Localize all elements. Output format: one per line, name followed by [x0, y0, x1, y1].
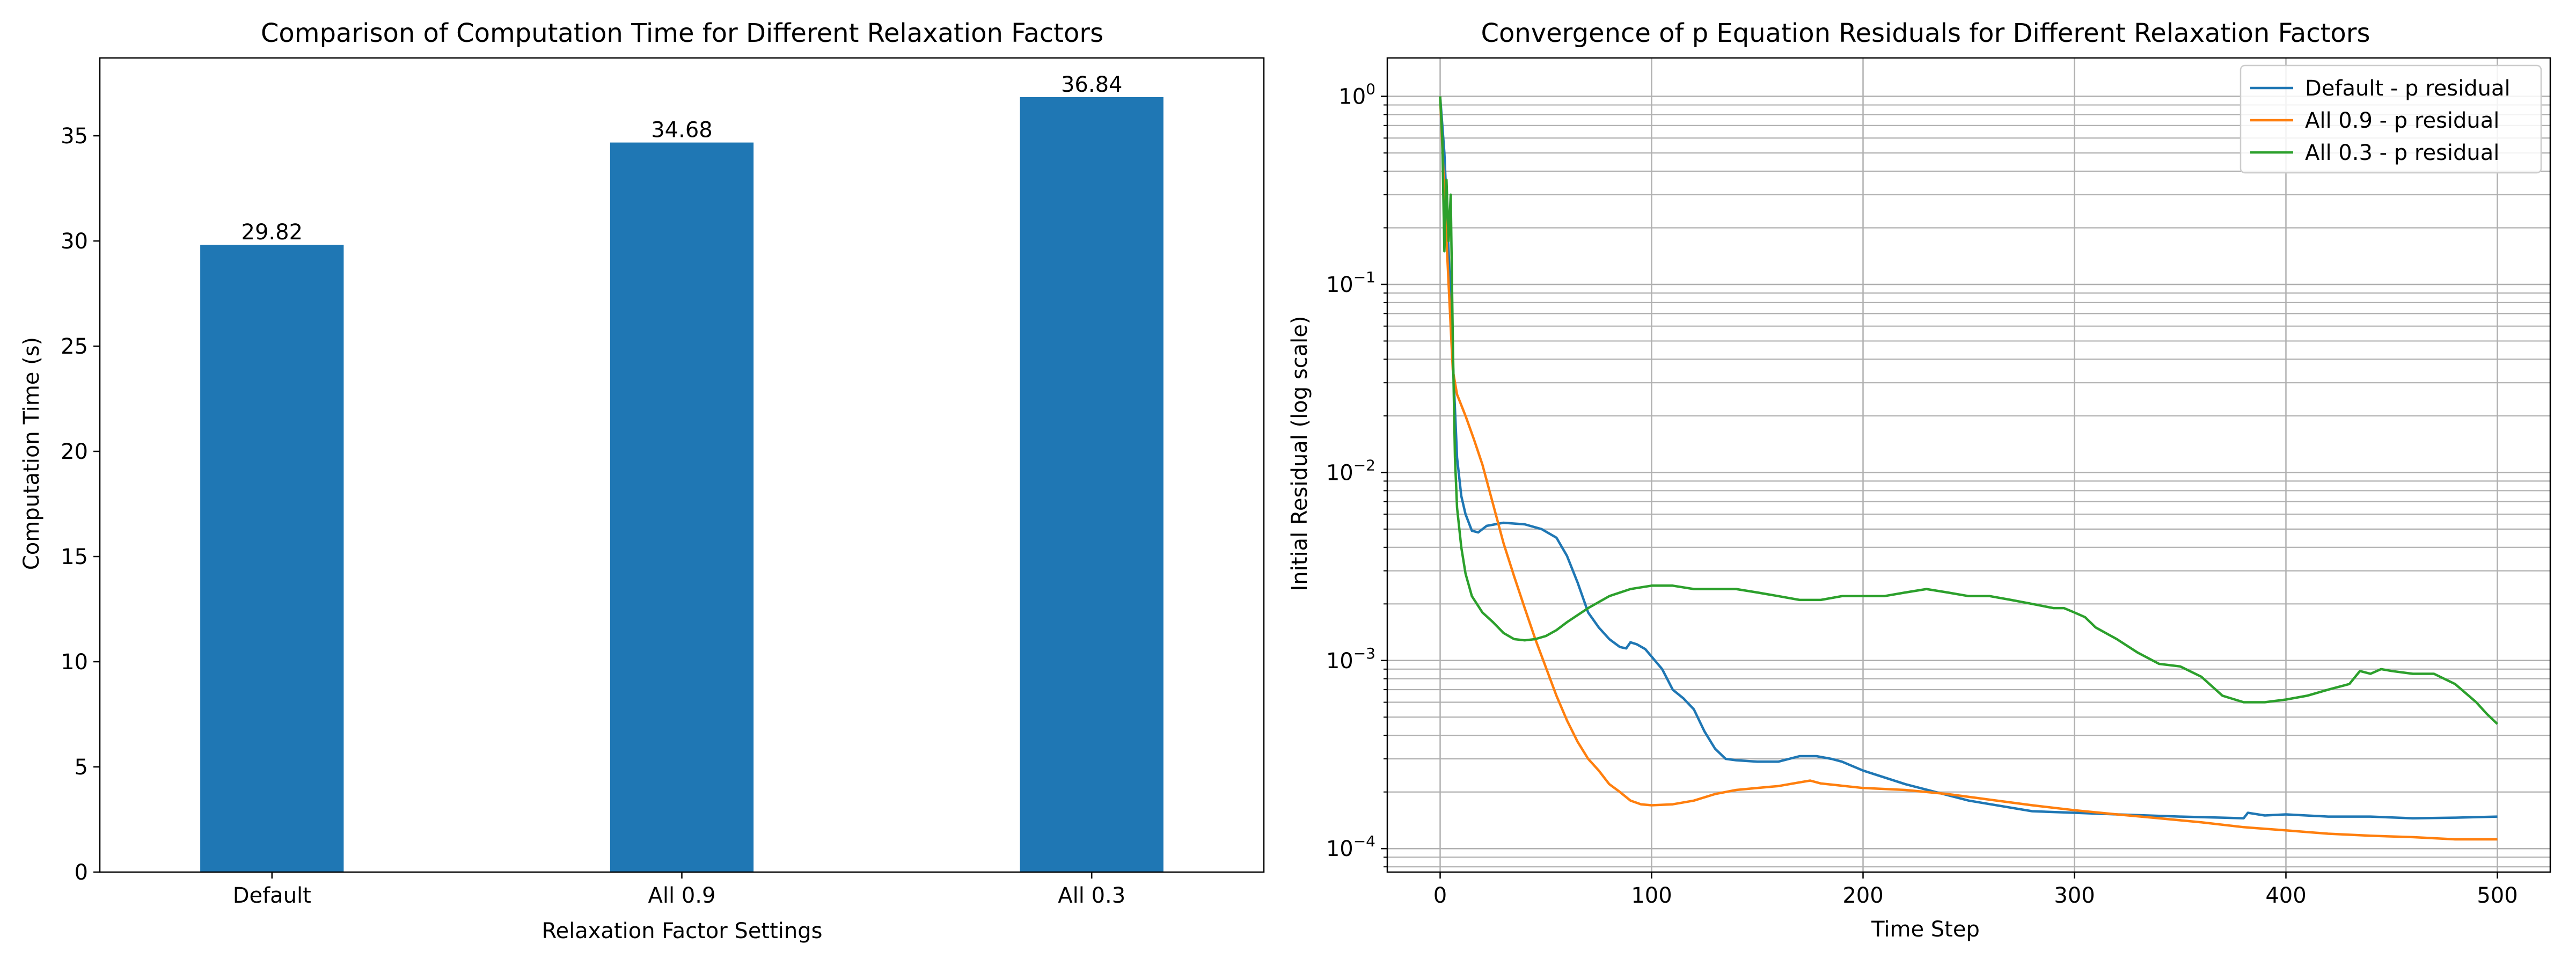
bar-value-label-2: 36.84	[1061, 72, 1123, 97]
legend-label-2: All 0.3 - p residual	[2305, 141, 2499, 165]
series-line-1	[1439, 96, 2498, 841]
legend-label-0: Default - p residual	[2305, 76, 2511, 101]
line-chart-marks	[1439, 96, 2499, 841]
line-y-tick-exponent-2: −2	[1353, 456, 1375, 474]
bar-chart-marks: 29.82 34.68 36.84	[200, 72, 1163, 873]
bar-y-tick-label-0: 0	[75, 860, 88, 885]
bar-y-tick-label-2: 10	[61, 650, 88, 675]
legend-label-1: All 0.9 - p residual	[2305, 108, 2499, 133]
line-y-tick-base-1: 10	[1326, 273, 1353, 297]
line-x-tick-label-0: 0	[1433, 883, 1447, 908]
bar-chart-xlabel: Relaxation Factor Settings	[542, 919, 823, 943]
line-y-tick-base-0: 10	[1338, 85, 1366, 109]
bar-y-tick-label-4: 20	[61, 440, 88, 464]
line-y-tick-label-2: 10−2	[1326, 456, 1375, 485]
bar-y-tick-label-3: 15	[61, 545, 88, 569]
line-y-tick-base-3: 10	[1326, 649, 1353, 674]
bar-x-tick-label-2: All 0.3	[1058, 883, 1125, 908]
line-x-tick-label-1: 100	[1631, 883, 1672, 908]
bar-y-tick-label-6: 30	[61, 229, 88, 254]
bar-chart-title: Comparison of Computation Time for Diffe…	[261, 18, 1103, 48]
bar-chart-panel: Comparison of Computation Time for Diffe…	[19, 18, 1265, 943]
line-chart-ylabel: Initial Residual (log scale)	[1287, 316, 1312, 591]
line-y-tick-exponent-0: 0	[1366, 80, 1375, 98]
bar-value-label-0: 29.82	[241, 220, 303, 245]
bar-2	[1020, 97, 1163, 873]
line-x-tick-label-2: 200	[1842, 883, 1883, 908]
line-plot-frame	[1386, 57, 2551, 873]
bar-chart-axes: Default All 0.9 All 0.3 0 5 10 15 20 25 30 35	[61, 57, 1265, 908]
series-line-2	[1439, 96, 2499, 725]
line-chart-legend: Default - p residual All 0.9 - p residual…	[2240, 64, 2542, 174]
line-chart-panel: Convergence of p Equation Residuals for …	[1287, 18, 2551, 942]
series-line-0	[1439, 96, 2498, 819]
bar-y-tick-label-7: 35	[61, 124, 88, 149]
line-y-tick-label-3: 10−3	[1326, 645, 1375, 674]
bar-1	[610, 142, 754, 872]
line-x-tick-label-5: 500	[2477, 883, 2518, 908]
line-y-tick-exponent-4: −4	[1353, 832, 1375, 850]
line-y-tick-label-0: 100	[1338, 80, 1375, 109]
bar-x-tick-label-0: Default	[233, 883, 311, 908]
line-y-tick-label-1: 10−1	[1326, 268, 1375, 297]
bar-y-tick-label-5: 25	[61, 334, 88, 359]
bar-value-label-1: 34.68	[651, 118, 713, 143]
bar-chart-ylabel: Computation Time (s)	[19, 337, 44, 570]
legend-box	[2240, 64, 2542, 174]
bar-x-tick-label-1: All 0.9	[648, 883, 716, 908]
line-y-tick-exponent-1: −1	[1353, 268, 1375, 286]
bar-y-tick-label-1: 5	[75, 755, 88, 780]
line-y-tick-base-2: 10	[1326, 460, 1353, 485]
line-y-tick-label-4: 10−4	[1326, 832, 1375, 861]
line-x-tick-label-4: 400	[2265, 883, 2306, 908]
line-x-tick-label-3: 300	[2054, 883, 2095, 908]
bar-0	[200, 245, 344, 873]
line-y-tick-exponent-3: −3	[1353, 645, 1375, 662]
line-chart-title: Convergence of p Equation Residuals for …	[1481, 18, 2370, 48]
line-y-tick-base-4: 10	[1326, 837, 1353, 861]
line-chart-xlabel: Time Step	[1871, 917, 1980, 942]
